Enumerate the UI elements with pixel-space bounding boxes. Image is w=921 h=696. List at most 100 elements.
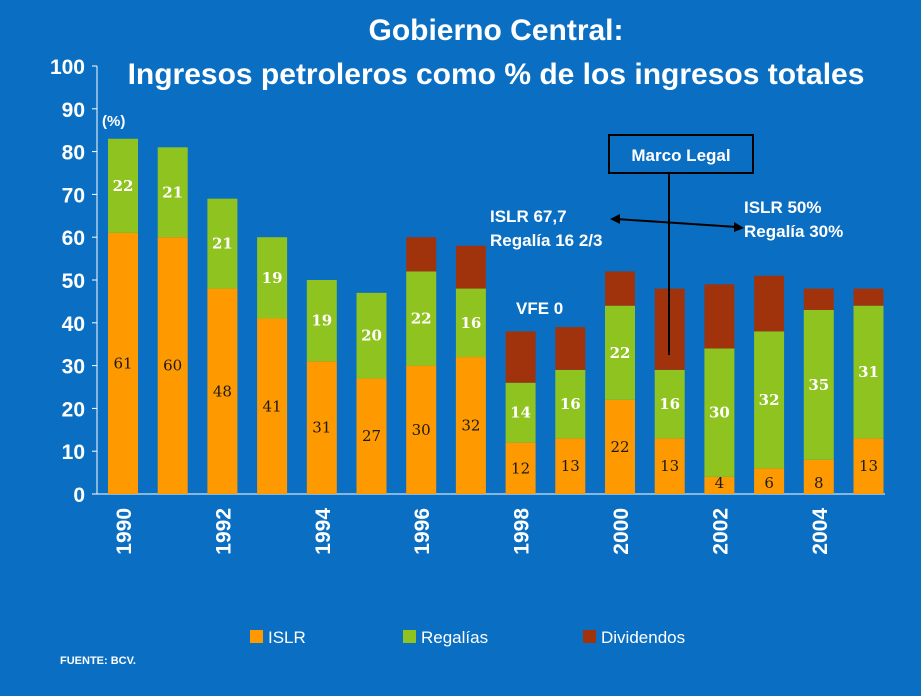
bar-segment-dividendos xyxy=(505,331,536,383)
bar-segment-islr xyxy=(505,442,536,494)
bar-segment-islr xyxy=(455,357,486,494)
legend: ISLR Regalías Dividendos xyxy=(250,628,685,647)
regime-arrow-line xyxy=(615,218,738,228)
bar-segment-regalias xyxy=(754,331,785,469)
x-tick-label: 1990 xyxy=(113,508,136,555)
x-tick-label: 1998 xyxy=(511,508,534,555)
bar-segment-dividendos xyxy=(853,288,884,306)
bar-segment-regalias xyxy=(505,382,536,443)
y-tick-label: 30 xyxy=(62,356,85,379)
y-tick-label: 20 xyxy=(62,398,85,421)
bar-segment-islr xyxy=(605,399,635,494)
y-axis-unit-label: (%) xyxy=(102,113,125,130)
right-regime-islr-label: ISLR 50% xyxy=(744,198,821,217)
y-tick-label: 100 xyxy=(50,56,85,79)
data-label: 6 xyxy=(764,474,774,492)
bar-segment-islr xyxy=(704,476,735,494)
data-label: 13 xyxy=(859,457,878,475)
data-label: 19 xyxy=(311,312,332,330)
y-tick-label: 90 xyxy=(62,99,85,122)
legend-swatch-dividendos xyxy=(583,630,596,643)
bar-segment-islr xyxy=(306,361,337,494)
bar-segment-regalias xyxy=(207,198,238,289)
data-label: 30 xyxy=(709,404,730,422)
bar-segment-regalias xyxy=(157,147,188,238)
y-tick-label: 70 xyxy=(62,184,85,207)
bar-series-group xyxy=(108,138,884,495)
chart-subtitle: Ingresos petroleros como % de los ingres… xyxy=(128,58,865,91)
marco-legal-label: Marco Legal xyxy=(631,146,730,165)
data-label: 14 xyxy=(510,404,531,422)
bar-segment-dividendos xyxy=(555,327,586,370)
x-tick-label: 2004 xyxy=(809,508,832,555)
data-label: 27 xyxy=(362,427,381,445)
data-label: 19 xyxy=(262,269,283,287)
data-label: 22 xyxy=(610,438,629,456)
y-tick-label: 60 xyxy=(62,227,85,250)
data-label: 16 xyxy=(659,395,680,413)
data-label: 31 xyxy=(312,419,331,437)
y-tick-label: 0 xyxy=(73,484,85,507)
bar-segment-regalias xyxy=(803,309,834,460)
legend-label-islr: ISLR xyxy=(268,628,306,647)
bar-segment-islr xyxy=(754,468,785,494)
left-regime-islr-label: ISLR 67,7 xyxy=(490,207,567,226)
regime-arrow-left-head xyxy=(610,214,620,224)
bar-segment-dividendos xyxy=(803,288,834,310)
data-label: 8 xyxy=(814,474,824,492)
bar-segment-islr xyxy=(108,232,138,495)
legend-swatch-islr xyxy=(250,630,263,643)
x-tick-label: 2000 xyxy=(610,508,633,555)
data-label: 4 xyxy=(715,474,725,492)
bar-segment-regalias xyxy=(555,369,586,439)
bar-segment-regalias xyxy=(306,280,337,362)
bar-segment-dividendos xyxy=(704,284,735,349)
y-tick-label: 40 xyxy=(62,313,85,336)
bar-segment-dividendos xyxy=(406,237,437,272)
bar-segment-regalias xyxy=(356,292,387,379)
bar-segment-islr xyxy=(207,288,238,494)
data-label: 16 xyxy=(560,395,581,413)
bar-segment-regalias xyxy=(654,369,685,439)
bar-segment-islr xyxy=(803,459,834,494)
y-tick-label: 50 xyxy=(62,270,85,293)
x-tick-label: 1996 xyxy=(411,508,434,555)
data-label: 13 xyxy=(561,457,580,475)
bar-segment-regalias xyxy=(704,348,735,477)
data-label: 20 xyxy=(361,327,382,345)
bar-segment-regalias xyxy=(455,288,486,358)
data-label: 22 xyxy=(113,177,134,195)
bar-segment-islr xyxy=(157,237,188,494)
right-regime-regalia-label: Regalía 30% xyxy=(744,222,843,241)
data-label: 22 xyxy=(411,310,432,328)
legend-swatch-regalias xyxy=(403,630,416,643)
data-label: 13 xyxy=(660,457,679,475)
bar-segment-regalias xyxy=(605,305,635,400)
x-tick-label: 1994 xyxy=(312,508,335,555)
bar-segment-islr xyxy=(257,318,288,494)
source-note: FUENTE: BCV. xyxy=(60,655,136,667)
data-label: 21 xyxy=(212,235,233,253)
bar-segment-islr xyxy=(555,438,586,494)
data-label: 22 xyxy=(610,344,631,362)
bar-segment-islr xyxy=(654,438,685,494)
legend-label-regalias: Regalías xyxy=(421,628,488,647)
data-label: 21 xyxy=(162,183,183,201)
data-label: 32 xyxy=(461,417,480,435)
bar-segment-regalias xyxy=(853,305,884,439)
left-regime-regalia-label: Regalía 16 2/3 xyxy=(490,231,602,250)
data-label: 31 xyxy=(858,363,879,381)
legend-label-dividendos: Dividendos xyxy=(601,628,685,647)
bar-segment-dividendos xyxy=(605,271,635,306)
data-label: 12 xyxy=(511,459,530,477)
data-label: 16 xyxy=(460,314,481,332)
data-label: 41 xyxy=(263,397,282,415)
regime-arrow-right-head xyxy=(734,222,744,232)
bar-segment-regalias xyxy=(406,271,437,366)
bar-segment-dividendos xyxy=(754,275,785,332)
data-label: 61 xyxy=(113,354,132,372)
data-label: 32 xyxy=(759,391,780,409)
x-tick-label: 2002 xyxy=(709,508,732,555)
